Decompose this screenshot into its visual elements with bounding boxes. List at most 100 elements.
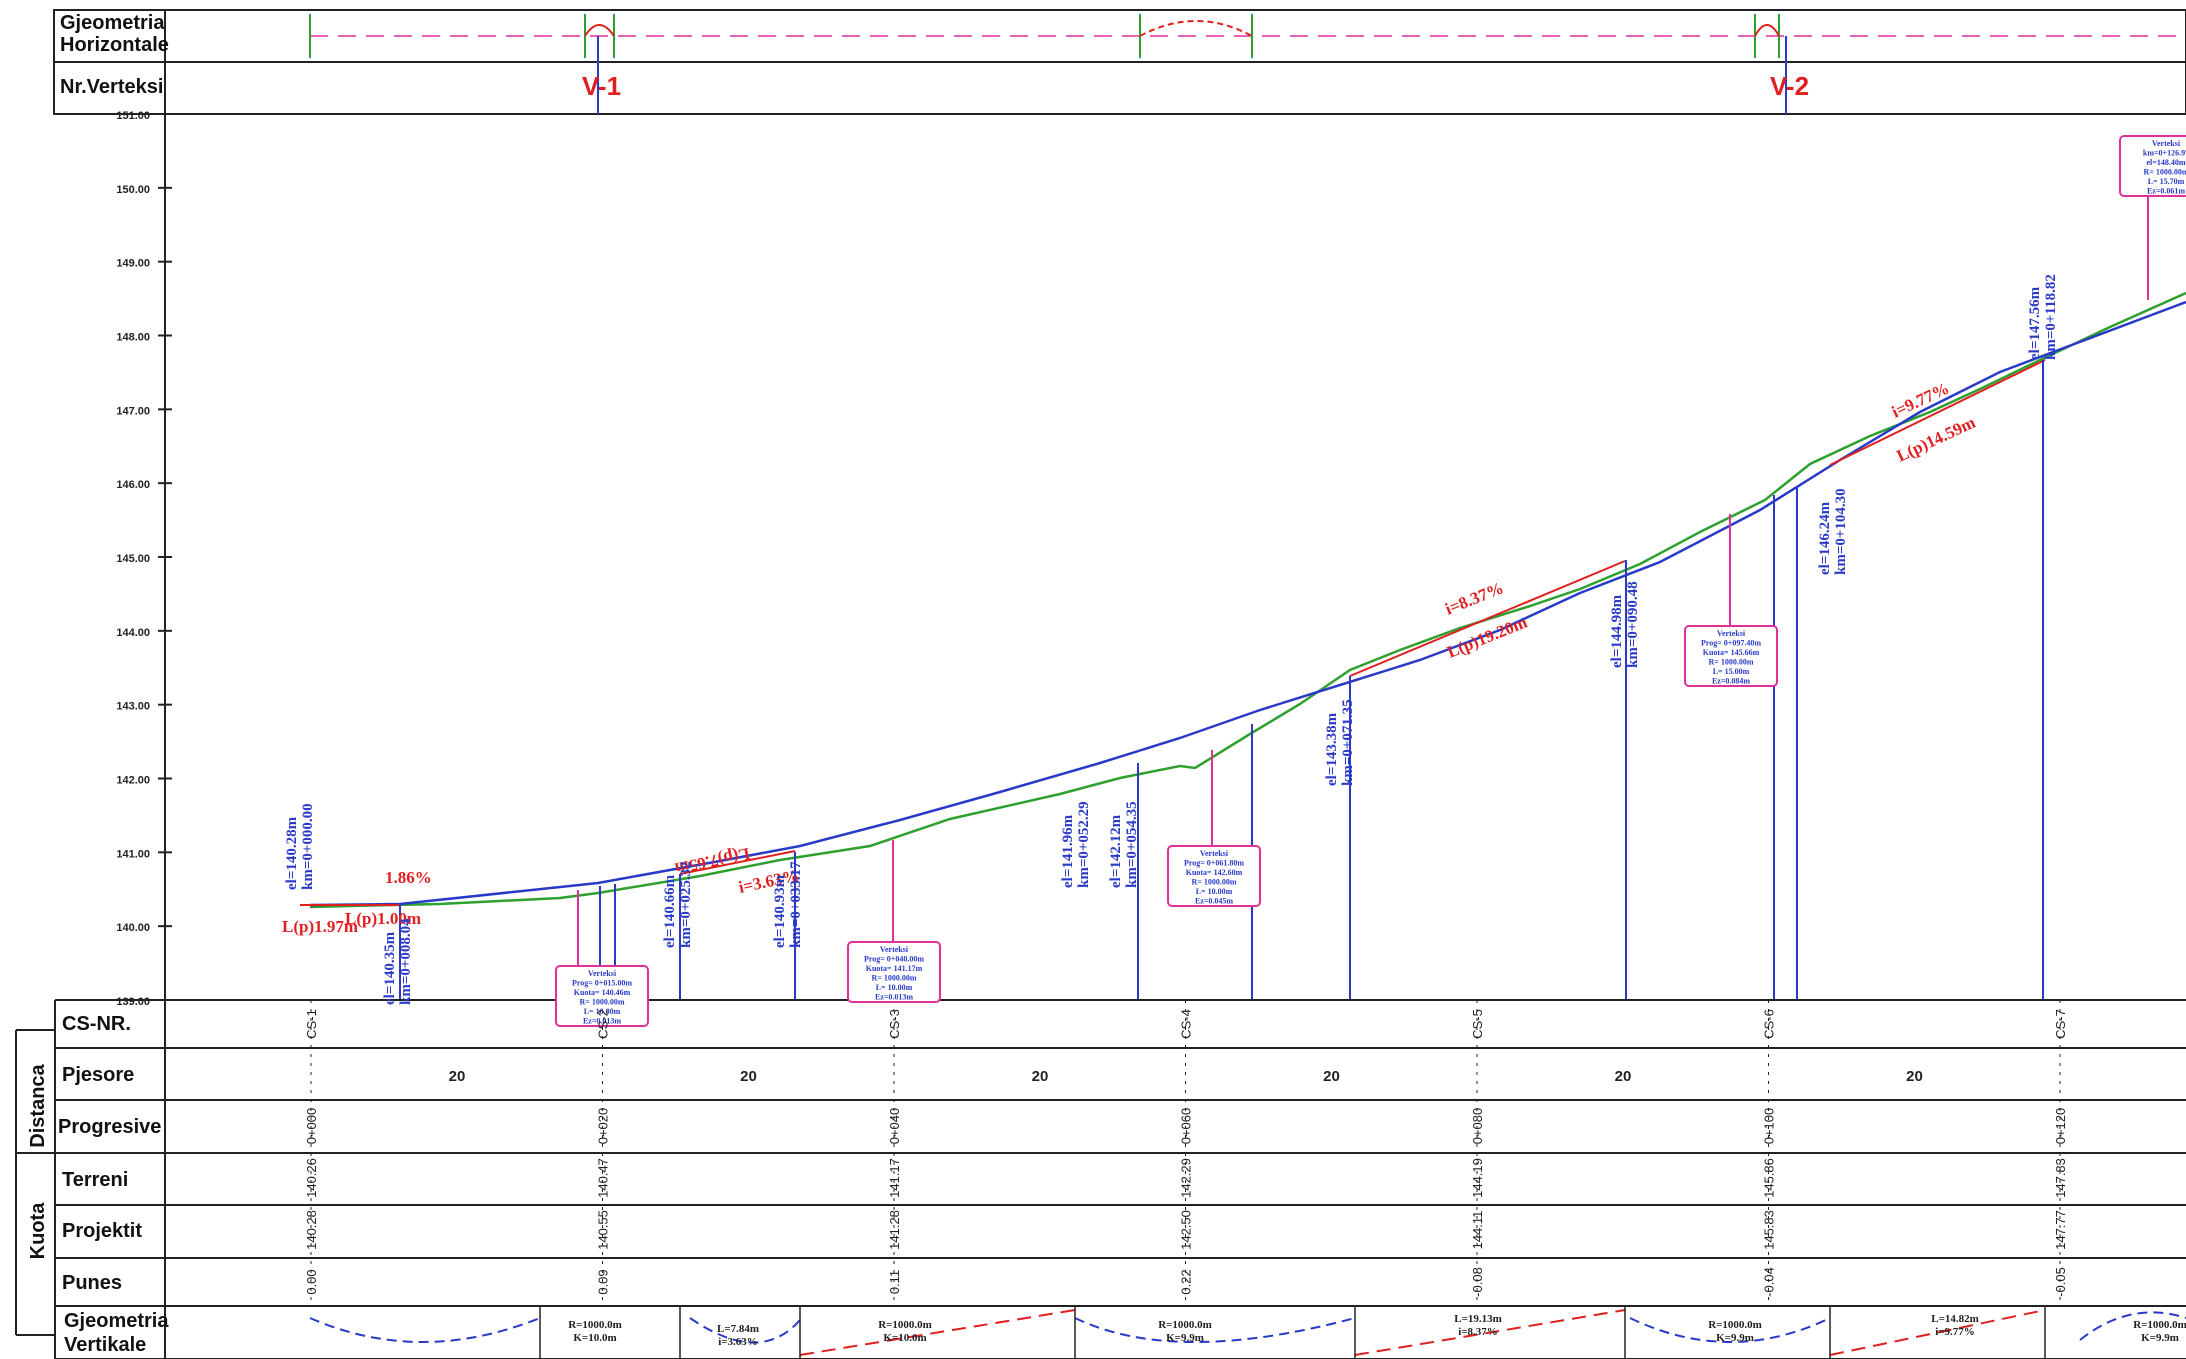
- progresive-value: 0+040: [887, 1108, 902, 1145]
- cs-row-label: CS-NR.: [62, 1013, 131, 1035]
- projektit-value: 141.28: [887, 1210, 902, 1250]
- station-el-label: el=144.98m: [1609, 594, 1625, 668]
- geometry-horizontal-label-1: Gjeometria: [60, 12, 165, 34]
- vertex-box-line: Kuota= 140.46m: [574, 988, 631, 997]
- vertex-box-line: Ez=0.045m: [1195, 897, 1233, 906]
- punes-value: -0.05: [2053, 1267, 2068, 1297]
- progresive-value: 0+100: [1762, 1108, 1777, 1145]
- vertex-label-2: V-2: [1770, 71, 1810, 101]
- station-km-label: km=0+071.35: [1340, 699, 1356, 786]
- vertex-leaders: [577, 196, 2149, 968]
- vertical-curve-label: R=1000.0m: [878, 1319, 932, 1331]
- station-el-label: el=141.96m: [1060, 814, 1076, 888]
- vertical-geometry-curves: [309, 1309, 2186, 1356]
- cs-label: CS-3: [887, 1009, 902, 1039]
- vertex-box-line: Ez=0.061m: [2147, 187, 2185, 196]
- station-km-label: km=0+090.48: [1625, 581, 1641, 668]
- station-el-label: el=140.35m: [382, 931, 398, 1005]
- elevation-ticks: 151.00 150.00 149.00 148.00 147.00 146.00 145.…: [116, 110, 172, 1008]
- projektit-value: 145.83: [1762, 1210, 1777, 1250]
- cs-label: CS-1: [304, 1009, 319, 1039]
- punes-value: -0.04: [1762, 1267, 1777, 1297]
- vertical-geometry-label-2: Vertikale: [64, 1334, 147, 1356]
- vertex-box: [555, 965, 649, 1027]
- vertex-box-line: R= 1000.00m: [1709, 658, 1754, 667]
- vertical-tangent-label: i=3.63%: [718, 1336, 758, 1348]
- terreni-value: 145.86: [1762, 1158, 1777, 1198]
- progresive-value: 0+000: [304, 1108, 319, 1145]
- cs-label: CS-2: [596, 1009, 611, 1039]
- terrain-line: [309, 291, 2186, 909]
- pjesore-value: 20: [1906, 1068, 1923, 1085]
- punes-value: 0.09: [596, 1269, 611, 1294]
- punes-value: 0.11: [887, 1270, 902, 1294]
- geometry-horizontal-label-2: Horizontale: [60, 34, 169, 56]
- vertex-box-line: L= 15.00m: [1713, 667, 1750, 676]
- station-km-label: km=0+054.35: [1124, 801, 1140, 888]
- elevation-tick-label: 142.00: [116, 775, 150, 787]
- vertex-box-line: Verteksi: [880, 945, 909, 954]
- vertical-tangent-label: L=14.82m: [1931, 1313, 1979, 1325]
- table-values: CS-1 20 0+000 140.26 140.28 0.00 CS-2 20 0+020 14…: [304, 1009, 2186, 1348]
- elevation-tick-label: 147.00: [116, 405, 150, 417]
- pjesore-row-label: Pjesore: [62, 1064, 135, 1086]
- start-grade-label: 1.86%: [385, 868, 432, 887]
- punes-value: 0.00: [304, 1269, 319, 1294]
- punes-value: 0.22: [1179, 1269, 1194, 1294]
- pjesore-value: 20: [1323, 1068, 1340, 1085]
- elevation-tick-label: 146.00: [116, 479, 150, 491]
- vertex-number-row: [53, 61, 2186, 115]
- vertical-curve-label: K=9.9m: [1716, 1332, 1754, 1344]
- vertex-box-line: L= 10.00m: [584, 1007, 621, 1016]
- vertex-box-line: Verteksi: [588, 969, 617, 978]
- station-el-label: el=142.12m: [1108, 814, 1124, 888]
- vertical-tangent-label: i=9.77%: [1935, 1326, 1975, 1338]
- elevation-tick-label: 150.00: [116, 184, 150, 196]
- punes-row-label: Punes: [62, 1272, 123, 1294]
- design-line: [309, 300, 2186, 907]
- station-km-label: km=0+104.30: [1833, 488, 1849, 575]
- distance-group-label: Distanca: [27, 1064, 49, 1148]
- vertex-box-line: R= 1000.00m: [580, 998, 625, 1007]
- pjesore-value: 20: [449, 1068, 466, 1085]
- vertex-label-1: V-1: [582, 71, 622, 101]
- vertex-box-line: Kuota= 145.66m: [1703, 648, 1760, 657]
- terreni-row-label: Terreni: [62, 1169, 129, 1191]
- vertex-box-line: R= 1000.00m: [1192, 878, 1237, 887]
- vertical-curve-label: K=10.0m: [573, 1332, 616, 1344]
- vertex-box: [1167, 845, 1261, 907]
- station-el-label: el=140.66m: [662, 874, 678, 948]
- vertex-box-line: Verteksi: [1717, 629, 1746, 638]
- vertical-tangent-label: L=7.84m: [717, 1323, 759, 1335]
- station-km-label: km=0+052.29: [1076, 801, 1092, 888]
- vertical-curve-label: R=1000.0m: [2133, 1319, 2186, 1331]
- vertical-geometry-separators: [539, 1306, 2046, 1359]
- progresive-row-label: Progresive: [58, 1116, 162, 1138]
- vertex-box-line: Verteksi: [1200, 849, 1229, 858]
- vertex-box: [847, 941, 941, 1003]
- progresive-value: 0+120: [2053, 1108, 2068, 1145]
- elevation-tick-label: 149.00: [116, 258, 150, 270]
- elevation-tick-label: 143.00: [116, 701, 150, 713]
- station-el-label: el=146.24m: [1817, 501, 1833, 575]
- kuota-group-label: Kuota: [27, 1202, 49, 1260]
- station-km-label: km=0+118.82: [2043, 274, 2059, 360]
- station-el-label: el=140.93m: [772, 874, 788, 948]
- vertical-curve-label: K=9.9m: [2141, 1332, 2179, 1344]
- punes-value: -0.08: [1470, 1267, 1485, 1297]
- station-km-label: km=0+025.32: [678, 861, 694, 948]
- vertex-box-line: Kuota= 142.60m: [1186, 868, 1243, 877]
- vertex-box-line: km=0+126.97: [2143, 149, 2186, 158]
- vertex-box-line: Ez=0.013m: [583, 1017, 621, 1026]
- station-el-label: el=140.28m: [284, 816, 300, 890]
- station-km-label: km=0+008.04: [398, 918, 414, 1005]
- vertex-box-line: Ez=0.013m: [875, 993, 913, 1002]
- vertex-box-line: Prog= 0+040.00m: [864, 955, 924, 964]
- station-el-label: el=147.56m: [2027, 286, 2043, 360]
- projektit-row-label: Projektit: [62, 1220, 143, 1242]
- vertex-box-line: Ez=0.084m: [1712, 677, 1750, 686]
- projektit-value: 140.55: [596, 1210, 611, 1250]
- elevation-tick-label: 144.00: [116, 627, 150, 639]
- station-el-label: el=143.38m: [1324, 712, 1340, 786]
